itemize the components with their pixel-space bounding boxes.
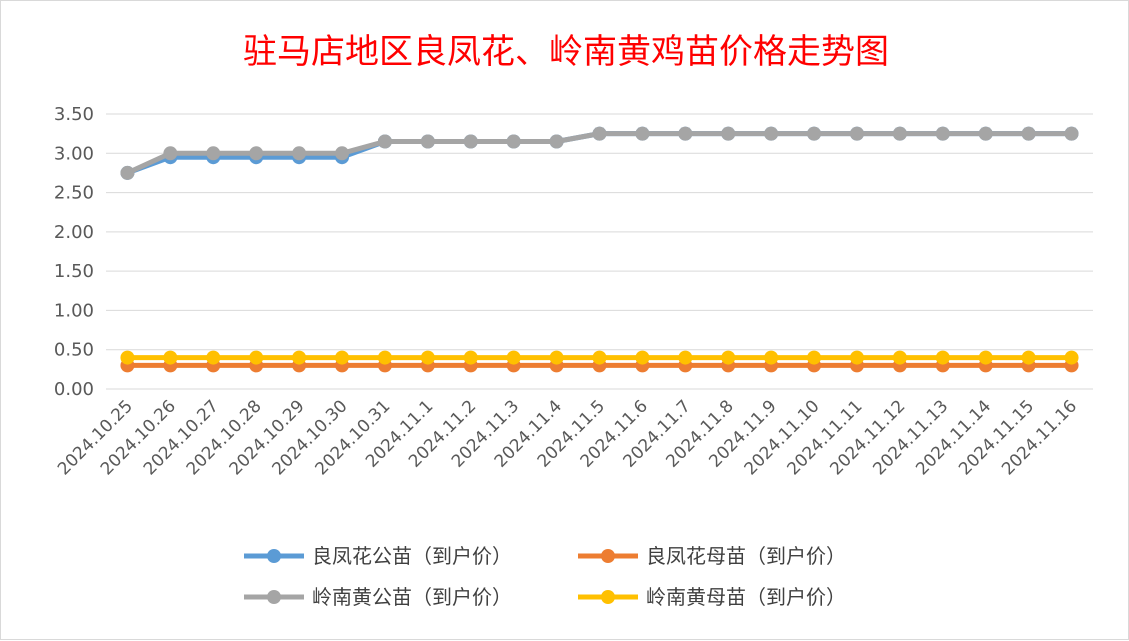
data-point	[592, 350, 607, 365]
legend-swatch-marker	[267, 590, 281, 604]
data-point	[849, 350, 864, 365]
series-3	[120, 350, 1079, 365]
series-2	[120, 126, 1079, 180]
legend-label: 良凤花母苗（到户价）	[646, 544, 846, 568]
data-point	[506, 134, 521, 149]
data-point	[206, 146, 221, 161]
legend-item: 良凤花母苗（到户价）	[578, 544, 846, 568]
data-point	[120, 165, 135, 180]
legend-item: 良凤花公苗（到户价）	[244, 544, 512, 568]
data-point	[807, 126, 822, 141]
legend-label: 良凤花公苗（到户价）	[312, 544, 512, 568]
data-point	[335, 146, 350, 161]
chart-title: 驻马店地区良凤花、岭南黄鸡苗价格走势图	[243, 32, 889, 72]
data-point	[249, 350, 264, 365]
data-point	[463, 350, 478, 365]
data-point	[549, 350, 564, 365]
data-point	[1021, 350, 1036, 365]
legend-swatch-marker	[601, 590, 615, 604]
y-tick-label: 2.00	[54, 222, 94, 243]
data-point	[206, 350, 221, 365]
y-tick-label: 3.00	[54, 143, 94, 164]
data-point	[463, 134, 478, 149]
data-point	[292, 146, 307, 161]
y-tick-label: 1.00	[54, 300, 94, 321]
legend-item: 岭南黄母苗（到户价）	[578, 585, 846, 609]
data-point	[892, 350, 907, 365]
data-point	[678, 126, 693, 141]
legend-swatch-marker	[267, 549, 281, 563]
legend-item: 岭南黄公苗（到户价）	[244, 585, 512, 609]
data-point	[978, 126, 993, 141]
data-point	[549, 134, 564, 149]
data-point	[377, 350, 392, 365]
data-point	[935, 350, 950, 365]
y-tick-label: 0.00	[54, 379, 94, 400]
y-tick-label: 3.50	[54, 104, 94, 125]
data-point	[1064, 126, 1079, 141]
data-point	[764, 126, 779, 141]
y-tick-label: 2.50	[54, 183, 94, 204]
legend: 良凤花公苗（到户价） 良凤花母苗（到户价） 岭南黄公苗（到户价） 岭南黄母苗（到户价）	[244, 544, 846, 609]
data-point	[120, 350, 135, 365]
x-axis-ticks: 2024.10.252024.10.262024.10.272024.10.28…	[54, 396, 1081, 479]
data-point	[1021, 126, 1036, 141]
data-point	[1064, 350, 1079, 365]
data-point	[292, 350, 307, 365]
legend-label: 岭南黄公苗（到户价）	[312, 585, 512, 609]
data-point	[249, 146, 264, 161]
data-point	[335, 350, 350, 365]
data-point	[635, 350, 650, 365]
data-point	[506, 350, 521, 365]
legend-label: 岭南黄母苗（到户价）	[646, 585, 846, 609]
data-point	[592, 126, 607, 141]
legend-swatch-marker	[601, 549, 615, 563]
y-tick-label: 0.50	[54, 340, 94, 361]
y-axis-ticks: 0.00 0.50 1.00 1.50 2.00 2.50 3.00 3.50	[54, 104, 94, 400]
data-point	[721, 350, 736, 365]
data-point	[678, 350, 693, 365]
data-point	[163, 146, 178, 161]
data-point	[721, 126, 736, 141]
data-point	[377, 134, 392, 149]
data-point	[892, 126, 907, 141]
data-point	[849, 126, 864, 141]
data-point	[978, 350, 993, 365]
data-point	[420, 350, 435, 365]
series-layer	[120, 126, 1079, 373]
data-point	[420, 134, 435, 149]
data-point	[935, 126, 950, 141]
data-point	[764, 350, 779, 365]
data-point	[807, 350, 822, 365]
data-point	[163, 350, 178, 365]
data-point	[635, 126, 650, 141]
y-tick-label: 1.50	[54, 261, 94, 282]
